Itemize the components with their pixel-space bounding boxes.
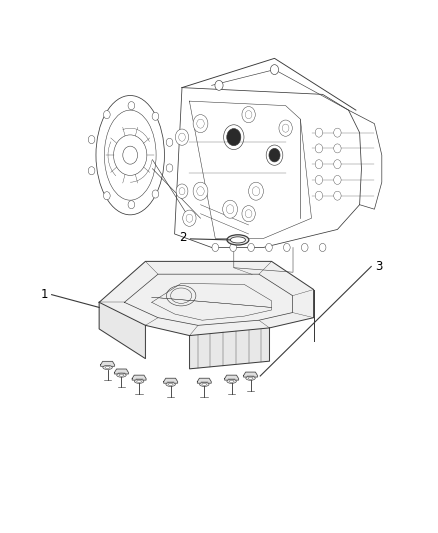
Ellipse shape bbox=[248, 244, 254, 252]
Ellipse shape bbox=[223, 200, 237, 218]
Text: 1: 1 bbox=[41, 288, 48, 301]
Ellipse shape bbox=[134, 379, 144, 383]
Ellipse shape bbox=[103, 366, 112, 369]
Ellipse shape bbox=[227, 379, 237, 383]
Ellipse shape bbox=[103, 110, 110, 119]
Polygon shape bbox=[101, 361, 114, 366]
Ellipse shape bbox=[166, 164, 173, 172]
Ellipse shape bbox=[315, 175, 323, 184]
Ellipse shape bbox=[334, 160, 341, 168]
Polygon shape bbox=[190, 328, 269, 369]
Ellipse shape bbox=[227, 128, 241, 146]
Polygon shape bbox=[198, 378, 211, 383]
Polygon shape bbox=[99, 302, 145, 359]
Polygon shape bbox=[132, 375, 146, 380]
Ellipse shape bbox=[166, 138, 173, 147]
Text: 3: 3 bbox=[375, 260, 382, 273]
Ellipse shape bbox=[212, 244, 219, 252]
Ellipse shape bbox=[200, 382, 209, 386]
Ellipse shape bbox=[88, 135, 95, 143]
Ellipse shape bbox=[119, 374, 124, 376]
Ellipse shape bbox=[128, 200, 135, 209]
Ellipse shape bbox=[227, 235, 249, 245]
Ellipse shape bbox=[105, 367, 110, 368]
Text: 2: 2 bbox=[180, 231, 187, 244]
Ellipse shape bbox=[319, 244, 326, 252]
Ellipse shape bbox=[88, 167, 95, 175]
Ellipse shape bbox=[202, 383, 207, 385]
Ellipse shape bbox=[183, 210, 196, 227]
Ellipse shape bbox=[279, 120, 292, 136]
Polygon shape bbox=[164, 378, 177, 383]
Ellipse shape bbox=[152, 112, 159, 120]
Ellipse shape bbox=[242, 107, 255, 123]
Ellipse shape bbox=[315, 191, 323, 200]
Ellipse shape bbox=[103, 192, 110, 200]
Ellipse shape bbox=[246, 376, 255, 380]
Ellipse shape bbox=[334, 175, 341, 184]
Polygon shape bbox=[99, 261, 314, 336]
Ellipse shape bbox=[176, 184, 188, 198]
Ellipse shape bbox=[242, 206, 255, 222]
Ellipse shape bbox=[168, 383, 173, 385]
Ellipse shape bbox=[270, 64, 279, 75]
Polygon shape bbox=[225, 375, 239, 380]
Ellipse shape bbox=[315, 160, 323, 168]
Ellipse shape bbox=[283, 244, 290, 252]
Ellipse shape bbox=[248, 377, 253, 379]
Ellipse shape bbox=[269, 148, 280, 162]
Polygon shape bbox=[244, 372, 258, 377]
Ellipse shape bbox=[229, 381, 234, 382]
Ellipse shape bbox=[249, 182, 263, 200]
Ellipse shape bbox=[117, 373, 126, 377]
Ellipse shape bbox=[334, 191, 341, 200]
Ellipse shape bbox=[265, 244, 272, 252]
Ellipse shape bbox=[230, 244, 237, 252]
Ellipse shape bbox=[301, 244, 308, 252]
Ellipse shape bbox=[152, 190, 159, 198]
Ellipse shape bbox=[334, 144, 341, 153]
Polygon shape bbox=[114, 369, 128, 374]
Ellipse shape bbox=[137, 381, 141, 382]
Ellipse shape bbox=[193, 115, 208, 133]
Ellipse shape bbox=[193, 182, 208, 200]
Ellipse shape bbox=[230, 237, 245, 243]
Ellipse shape bbox=[334, 128, 341, 137]
Ellipse shape bbox=[128, 102, 135, 110]
Ellipse shape bbox=[215, 80, 223, 90]
Ellipse shape bbox=[166, 382, 175, 386]
Ellipse shape bbox=[175, 129, 189, 146]
Ellipse shape bbox=[315, 128, 323, 137]
Ellipse shape bbox=[315, 144, 323, 153]
